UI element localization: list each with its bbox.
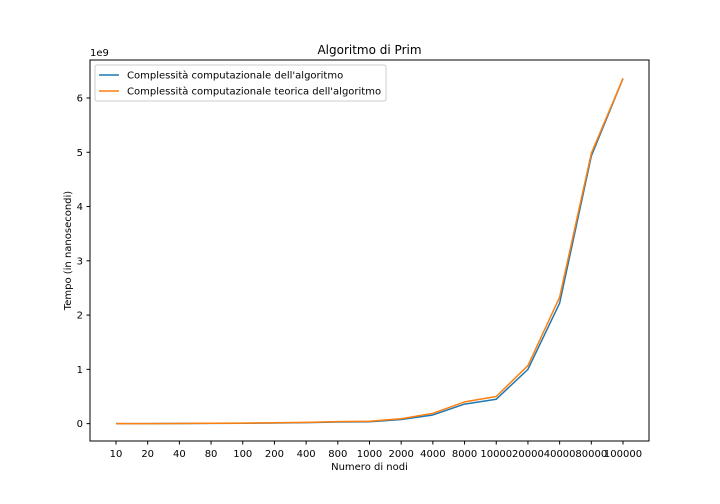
legend-label-1: Complessità computazionale dell'algoritm…	[127, 70, 343, 82]
y-tick-label: 4	[77, 202, 83, 213]
series-line-2	[115, 78, 624, 425]
series-lines	[115, 78, 624, 425]
y-tick-label: 3	[77, 256, 83, 267]
x-tick-label: 100	[233, 449, 252, 460]
x-tick-label: 200	[265, 449, 284, 460]
x-tick-label: 10	[110, 449, 123, 460]
x-tick-label: 20000	[512, 449, 544, 460]
y-multiplier-label: 1e9	[90, 48, 109, 59]
legend: Complessità computazionale dell'algoritm…	[94, 64, 387, 102]
x-tick-label: 400	[297, 449, 316, 460]
y-tick-label: 6	[77, 93, 83, 104]
plot-area	[89, 59, 650, 442]
series-line-1	[116, 78, 624, 425]
x-tick-label: 10000	[480, 449, 512, 460]
x-tick-label: 20	[141, 449, 154, 460]
x-tick-label: 80000	[575, 449, 607, 460]
x-tick-label: 8000	[452, 449, 477, 460]
y-tick-label: 0	[77, 419, 83, 430]
legend-box	[94, 64, 387, 102]
x-tick-label: 40	[173, 449, 186, 460]
x-tick-label: 4000	[420, 449, 445, 460]
chart-title: Algoritmo di Prim	[317, 43, 421, 57]
x-axis-label: Numero di nodi	[331, 462, 408, 473]
y-tick-label: 2	[77, 311, 83, 322]
y-tick-label: 5	[77, 148, 83, 159]
x-tick-label: 1000	[357, 449, 382, 460]
x-tick-label: 100000	[604, 449, 642, 460]
y-tick-label: 1	[77, 365, 83, 376]
x-tick-label: 80	[205, 449, 218, 460]
x-tick-label: 40000	[544, 449, 576, 460]
x-tick-label: 2000	[388, 449, 413, 460]
y-axis: 0 1 2 3 4 5 6	[77, 93, 90, 430]
y-axis-label: Tempo (in nanosecondi)	[63, 191, 74, 312]
legend-label-2: Complessità computazionale teorica dell'…	[127, 86, 381, 98]
x-axis: 10 20 40 80 100 200 400 800 1000 2000 4000 8000 1000…	[110, 441, 642, 460]
x-tick-label: 800	[328, 449, 347, 460]
